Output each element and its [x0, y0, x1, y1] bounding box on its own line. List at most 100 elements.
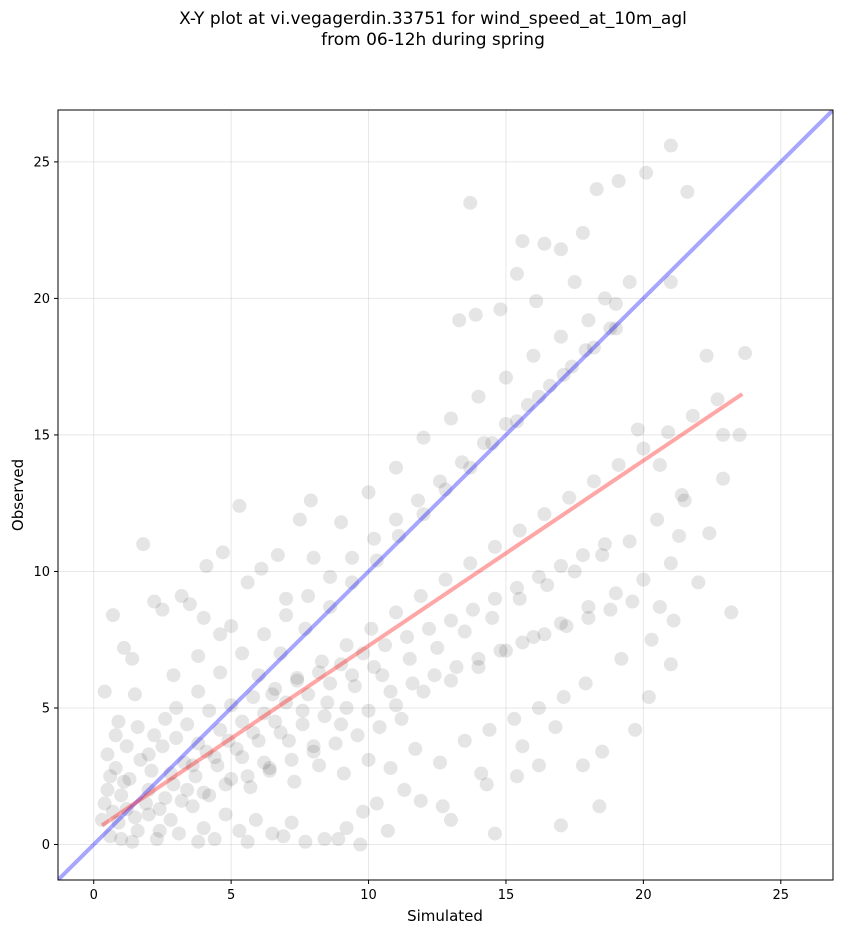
- scatter-point: [323, 676, 338, 691]
- x-axis-label: Simulated: [407, 907, 483, 925]
- scatter-point: [553, 818, 568, 833]
- scatter-point: [433, 755, 448, 770]
- scatter-point: [334, 657, 349, 672]
- scatter-point: [553, 558, 568, 573]
- scatter-point: [400, 629, 415, 644]
- scatter-point: [672, 528, 687, 543]
- y-tick-label: 15: [33, 428, 50, 443]
- scatter-point: [331, 832, 346, 847]
- scatter-point: [265, 826, 280, 841]
- scatter-point: [575, 225, 590, 240]
- scatter-point: [314, 654, 329, 669]
- scatter-point: [581, 599, 596, 614]
- scatter-point: [487, 539, 502, 554]
- scatter-point: [111, 714, 126, 729]
- scatter-point: [303, 493, 318, 508]
- scatter-point: [433, 474, 448, 489]
- scatter-point: [103, 769, 118, 784]
- scatter-point: [221, 733, 236, 748]
- scatter-point: [581, 610, 596, 625]
- y-tick-label: 10: [33, 565, 50, 580]
- scatter-point: [240, 769, 255, 784]
- scatter-point: [702, 526, 717, 541]
- scatter-point: [279, 591, 294, 606]
- scatter-point: [155, 739, 170, 754]
- scatter-point: [248, 812, 263, 827]
- scatter-point: [367, 531, 382, 546]
- scatter-point: [361, 703, 376, 718]
- scatter-point: [270, 548, 285, 563]
- scatter-point: [435, 799, 450, 814]
- scatter-point: [454, 455, 469, 470]
- scatter-point: [141, 747, 156, 762]
- scatter-point: [279, 608, 294, 623]
- scatter-point: [215, 545, 230, 560]
- scatter-point: [468, 307, 483, 322]
- scatter-point: [257, 627, 272, 642]
- scatter-point: [498, 417, 513, 432]
- scatter-point: [202, 788, 217, 803]
- scatter-point: [306, 550, 321, 565]
- scatter-point: [185, 799, 200, 814]
- scatter-point: [493, 302, 508, 317]
- scatter-point: [443, 812, 458, 827]
- scatter-point: [235, 714, 250, 729]
- scatter-point: [196, 821, 211, 836]
- scatter-point: [108, 761, 123, 776]
- scatter-point: [507, 711, 522, 726]
- scatter-point: [553, 329, 568, 344]
- scatter-point: [287, 774, 302, 789]
- scatter-point: [575, 758, 590, 773]
- scatter-point: [116, 774, 131, 789]
- scatter-point: [639, 165, 654, 180]
- scatter-point: [630, 422, 645, 437]
- scatter-point: [138, 796, 153, 811]
- scatter-point: [438, 572, 453, 587]
- scatter-point: [595, 548, 610, 563]
- scatter-point: [515, 739, 530, 754]
- scatter-point: [498, 370, 513, 385]
- scatter-point: [218, 807, 233, 822]
- scatter-point: [427, 668, 442, 683]
- scatter-point: [166, 668, 181, 683]
- scatter-point: [240, 575, 255, 590]
- scatter-point: [716, 471, 731, 486]
- scatter-point: [663, 275, 678, 290]
- scatter-point: [531, 700, 546, 715]
- scatter-point: [542, 378, 557, 393]
- scatter-point: [463, 460, 478, 475]
- scatter-point: [405, 676, 420, 691]
- scatter-point: [589, 182, 604, 197]
- x-tick-label: 5: [227, 888, 235, 903]
- scatter-point: [312, 665, 327, 680]
- scatter-point: [509, 580, 524, 595]
- scatter-point: [339, 700, 354, 715]
- scatter-point: [509, 266, 524, 281]
- scatter-point: [413, 589, 428, 604]
- scatter-point: [347, 679, 362, 694]
- y-tick-label: 0: [42, 838, 50, 853]
- scatter-point: [512, 523, 527, 538]
- scatter-point: [323, 569, 338, 584]
- scatter-point: [443, 411, 458, 426]
- scatter-point: [608, 296, 623, 311]
- scatter-point: [650, 512, 665, 527]
- scatter-point: [531, 389, 546, 404]
- scatter-point: [158, 711, 173, 726]
- scatter-point: [389, 605, 404, 620]
- scatter-point: [130, 823, 145, 838]
- scatter-point: [509, 769, 524, 784]
- scatter-point: [614, 651, 629, 666]
- scatter-point: [174, 793, 189, 808]
- scatter-point: [279, 695, 294, 710]
- scatter-point: [298, 621, 313, 636]
- scatter-point: [105, 608, 120, 623]
- scatter-point: [463, 556, 478, 571]
- scatter-point: [716, 427, 731, 442]
- scatter-point: [611, 457, 626, 472]
- scatter-point: [97, 684, 112, 699]
- scatter-point: [265, 687, 280, 702]
- scatter-point: [369, 553, 384, 568]
- scatter-point: [581, 313, 596, 328]
